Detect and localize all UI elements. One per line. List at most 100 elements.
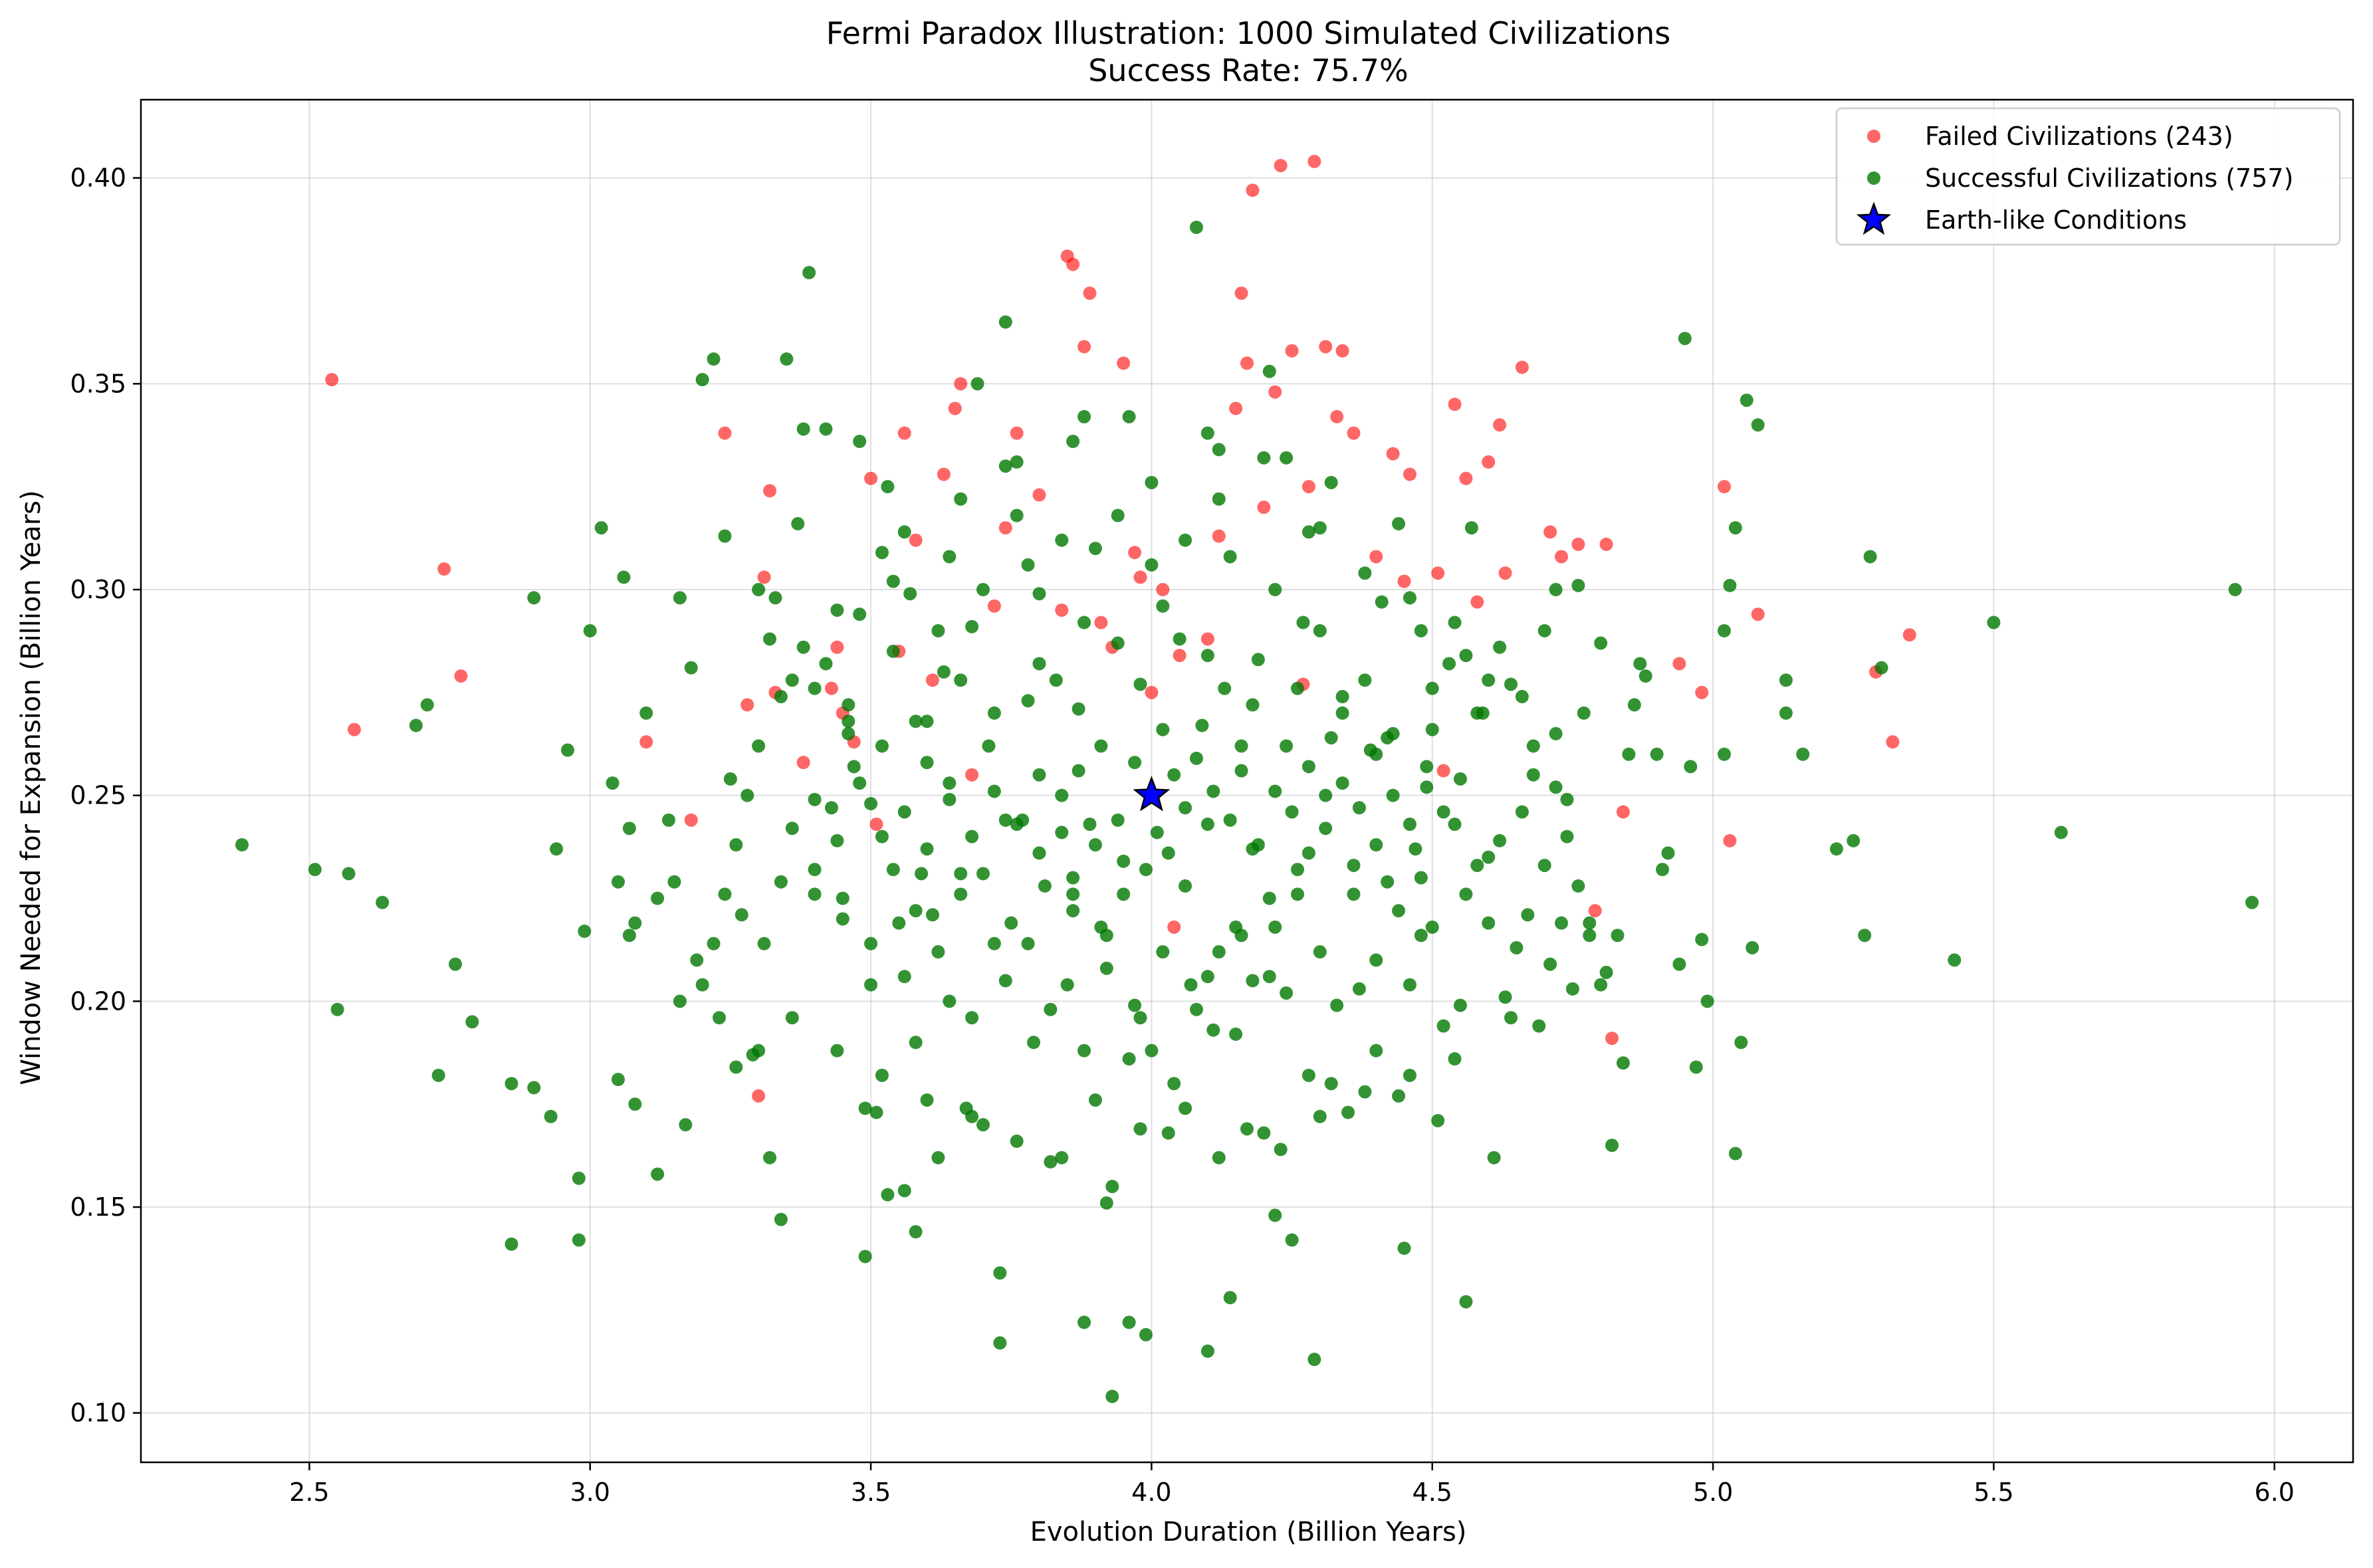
data-point [1251,838,1265,851]
chart-legend: Failed Civilizations (243) Successful Civ… [1835,107,2341,246]
data-point [550,842,564,856]
data-point [1229,401,1243,415]
data-point [1156,599,1170,613]
data-point [1448,397,1462,411]
data-point [1179,801,1192,815]
data-point [1403,978,1416,992]
data-point [1200,818,1214,832]
data-point [830,640,844,654]
data-point [1886,735,1900,749]
y-tick-label: 0.20 [70,986,126,1016]
data-point [1055,788,1069,802]
axis-ticks: 2.5 3.0 3.5 4.0 4.5 5.0 5.5 6.0 0.10 0.15 0.20 0.25… [70,164,2295,1507]
data-point [937,665,951,679]
data-point [920,756,934,770]
data-point [1369,953,1383,967]
data-point [2228,583,2242,597]
data-point [1280,739,1294,753]
y-axis-label: Window Needed for Expansion (Billion Yea… [16,490,47,1085]
data-point [1184,978,1198,992]
data-point [1010,426,1024,440]
data-point [1347,426,1361,440]
data-point [1695,685,1709,699]
data-point [1464,521,1478,535]
data-point [1695,933,1709,947]
data-point [1060,978,1074,992]
data-point [998,459,1012,473]
data-point [673,994,687,1008]
data-point [1049,673,1063,687]
data-point [622,822,636,836]
data-point [1779,706,1793,720]
data-point [1515,805,1529,819]
data-point [1223,813,1237,827]
data-point [1200,426,1214,440]
data-point [1167,1077,1181,1091]
data-point [1381,730,1395,744]
data-point [1156,945,1170,959]
data-point [1656,863,1670,877]
data-point [1728,1147,1742,1161]
data-point [505,1237,518,1251]
y-tick-label: 0.15 [70,1192,126,1222]
data-point [875,739,889,753]
data-point [1234,739,1248,753]
data-point [1145,558,1159,572]
data-point [965,619,979,633]
data-point [606,776,620,790]
data-point [723,772,737,786]
data-point [1616,805,1630,819]
data-point [1094,616,1108,629]
data-point [987,937,1001,951]
data-point [836,912,849,926]
data-point [684,661,698,675]
data-point [1358,566,1372,580]
data-point [1493,418,1507,432]
data-point [1571,578,1585,592]
x-tick-label: 3.0 [570,1478,610,1507]
data-point [1179,1101,1192,1115]
data-point [847,760,861,774]
data-point [1021,937,1035,951]
data-point [1403,1068,1416,1082]
data-point [1010,508,1024,522]
x-tick-label: 4.0 [1131,1478,1171,1507]
data-point [965,1109,979,1123]
data-point [1448,818,1462,832]
data-point [1285,344,1299,358]
data-point [1296,616,1310,629]
data-point [993,1336,1007,1350]
data-point [830,834,844,847]
legend-label: Earth-like Conditions [1925,205,2187,235]
data-point [864,471,878,485]
legend-label: Successful Civilizations (757) [1925,164,2293,193]
data-point [886,863,900,877]
data-point [1145,475,1159,489]
data-point [544,1109,558,1123]
data-point [1128,756,1142,770]
data-point [628,916,642,930]
data-point [325,373,339,387]
data-point [1262,364,1276,378]
data-point [1420,760,1434,774]
data-point [713,1011,727,1025]
data-point [1223,1291,1237,1305]
data-point [796,640,810,654]
data-point [1700,994,1714,1008]
data-point [1066,435,1080,449]
data-point [1858,929,1872,943]
data-point [875,546,889,560]
data-point [796,756,810,770]
data-point [1751,608,1765,621]
data-point [1470,595,1484,609]
data-point [1301,525,1315,539]
x-tick-label: 5.0 [1693,1478,1733,1507]
data-point [1594,636,1608,650]
chart-title: Fermi Paradox Illustration: 1000 Simulat… [826,15,1671,51]
data-point [1717,747,1731,761]
data-point [943,994,957,1008]
data-point [998,813,1012,827]
data-point [931,945,945,959]
